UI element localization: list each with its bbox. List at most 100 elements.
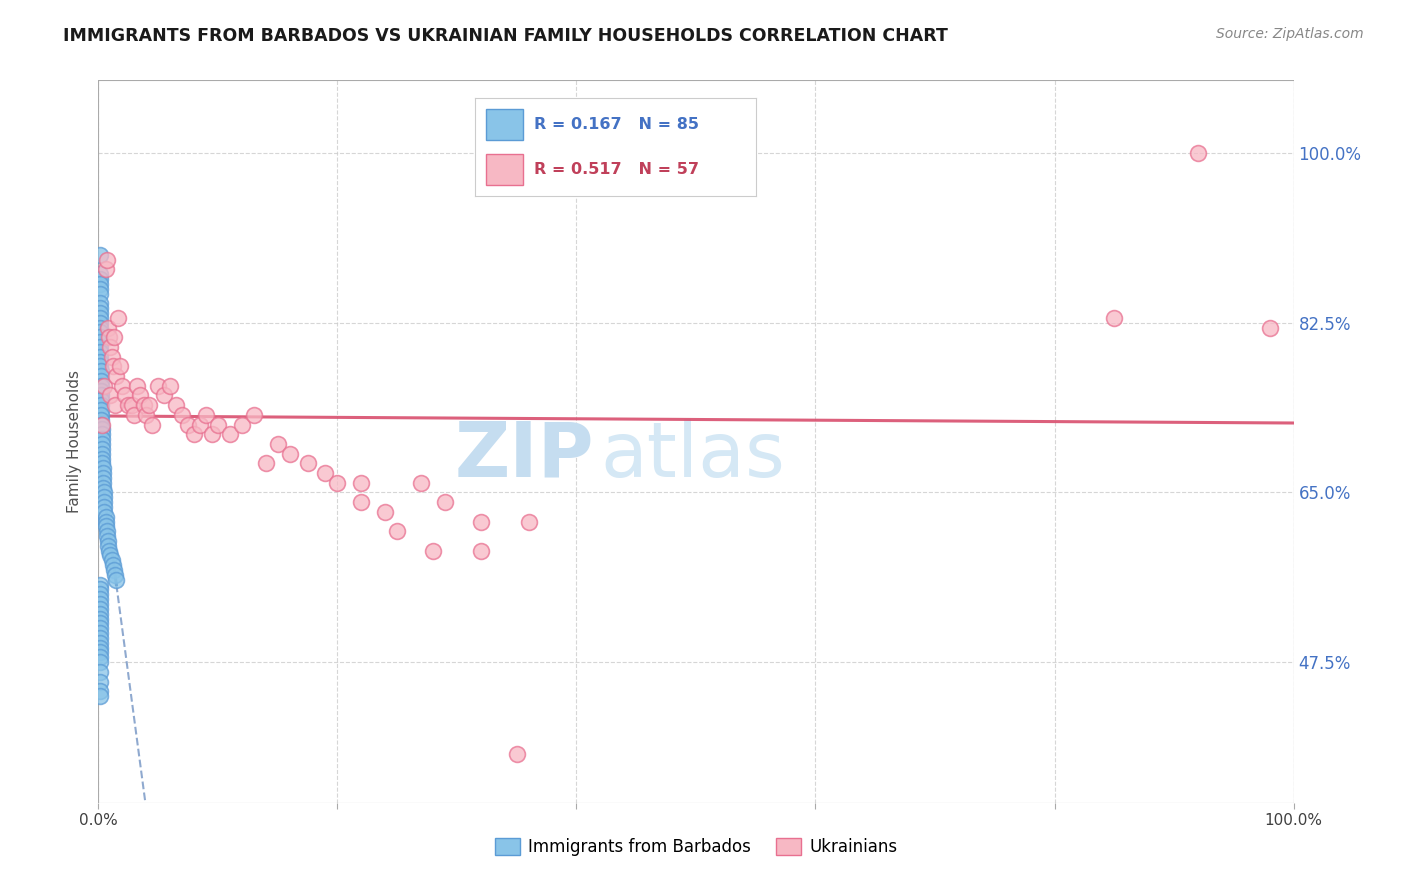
Point [183,427,205,442]
Point [90,384,112,398]
Point [91,437,114,451]
Point [89,616,111,631]
Point [100,350,122,364]
Text: ZIP: ZIP [456,419,595,493]
Point [107,310,129,325]
Point [90,408,112,422]
Point [434,495,457,509]
Point [188,417,211,432]
Legend: Immigrants from Barbados, Ukrainians: Immigrants from Barbados, Ukrainians [488,831,904,863]
Point [350,475,373,490]
Point [89,282,111,296]
Point [135,408,157,422]
Point [101,359,124,374]
Point [506,747,529,762]
Point [94,515,117,529]
Point [89,335,111,350]
Point [91,422,114,436]
Point [89,611,111,625]
Point [89,277,111,291]
Point [91,432,114,446]
Point [91,442,114,456]
Point [90,374,112,388]
Point [93,485,115,500]
Point [108,359,131,374]
Point [90,364,112,378]
Point [350,495,373,509]
Point [97,539,120,553]
Point [89,330,111,344]
Point [94,509,117,524]
Point [89,650,111,665]
Point [100,553,122,567]
Point [278,447,301,461]
Point [1258,320,1281,334]
Text: IMMIGRANTS FROM BARBADOS VS UKRAINIAN FAMILY HOUSEHOLDS CORRELATION CHART: IMMIGRANTS FROM BARBADOS VS UKRAINIAN FA… [63,27,948,45]
Point [243,408,266,422]
Point [96,252,118,267]
Point [159,378,181,392]
Point [93,495,115,509]
Point [89,602,111,616]
Point [114,388,136,402]
Point [98,388,122,402]
Point [91,471,114,485]
Point [89,306,111,320]
Point [89,320,111,334]
Point [89,689,111,703]
Point [90,413,112,427]
Point [385,524,409,539]
Point [91,481,114,495]
Point [96,524,118,539]
Point [89,272,111,286]
Point [89,286,111,301]
Point [105,573,128,587]
Point [89,645,111,659]
Text: Source: ZipAtlas.com: Source: ZipAtlas.com [1216,27,1364,41]
Text: atlas: atlas [600,419,785,493]
Point [91,451,114,466]
Point [97,320,120,334]
Point [93,500,115,514]
Point [89,636,111,650]
Point [89,248,111,262]
Point [201,427,224,442]
Point [91,427,114,442]
Point [89,621,111,635]
Point [148,378,170,392]
Point [422,543,444,558]
Point [93,378,115,392]
Point [89,587,111,601]
Point [219,427,242,442]
Point [103,330,125,344]
Point [91,461,114,475]
Point [89,316,111,330]
Point [91,466,114,480]
Point [1187,146,1209,161]
Point [103,563,125,577]
Point [89,674,111,689]
Point [89,655,111,669]
Point [267,437,290,451]
Point [172,408,194,422]
Point [89,296,111,310]
Point [91,417,114,432]
Point [1104,310,1126,325]
Point [132,398,155,412]
Point [89,326,111,340]
Point [374,505,396,519]
Point [98,330,121,344]
Point [93,505,115,519]
Point [105,369,128,384]
Point [91,456,114,470]
Point [89,582,111,597]
Point [117,398,139,412]
Point [326,475,349,490]
Point [98,549,122,563]
Point [90,393,112,408]
Point [89,597,111,611]
Point [89,301,111,316]
Point [91,475,114,490]
Point [104,398,127,412]
Point [121,398,143,412]
